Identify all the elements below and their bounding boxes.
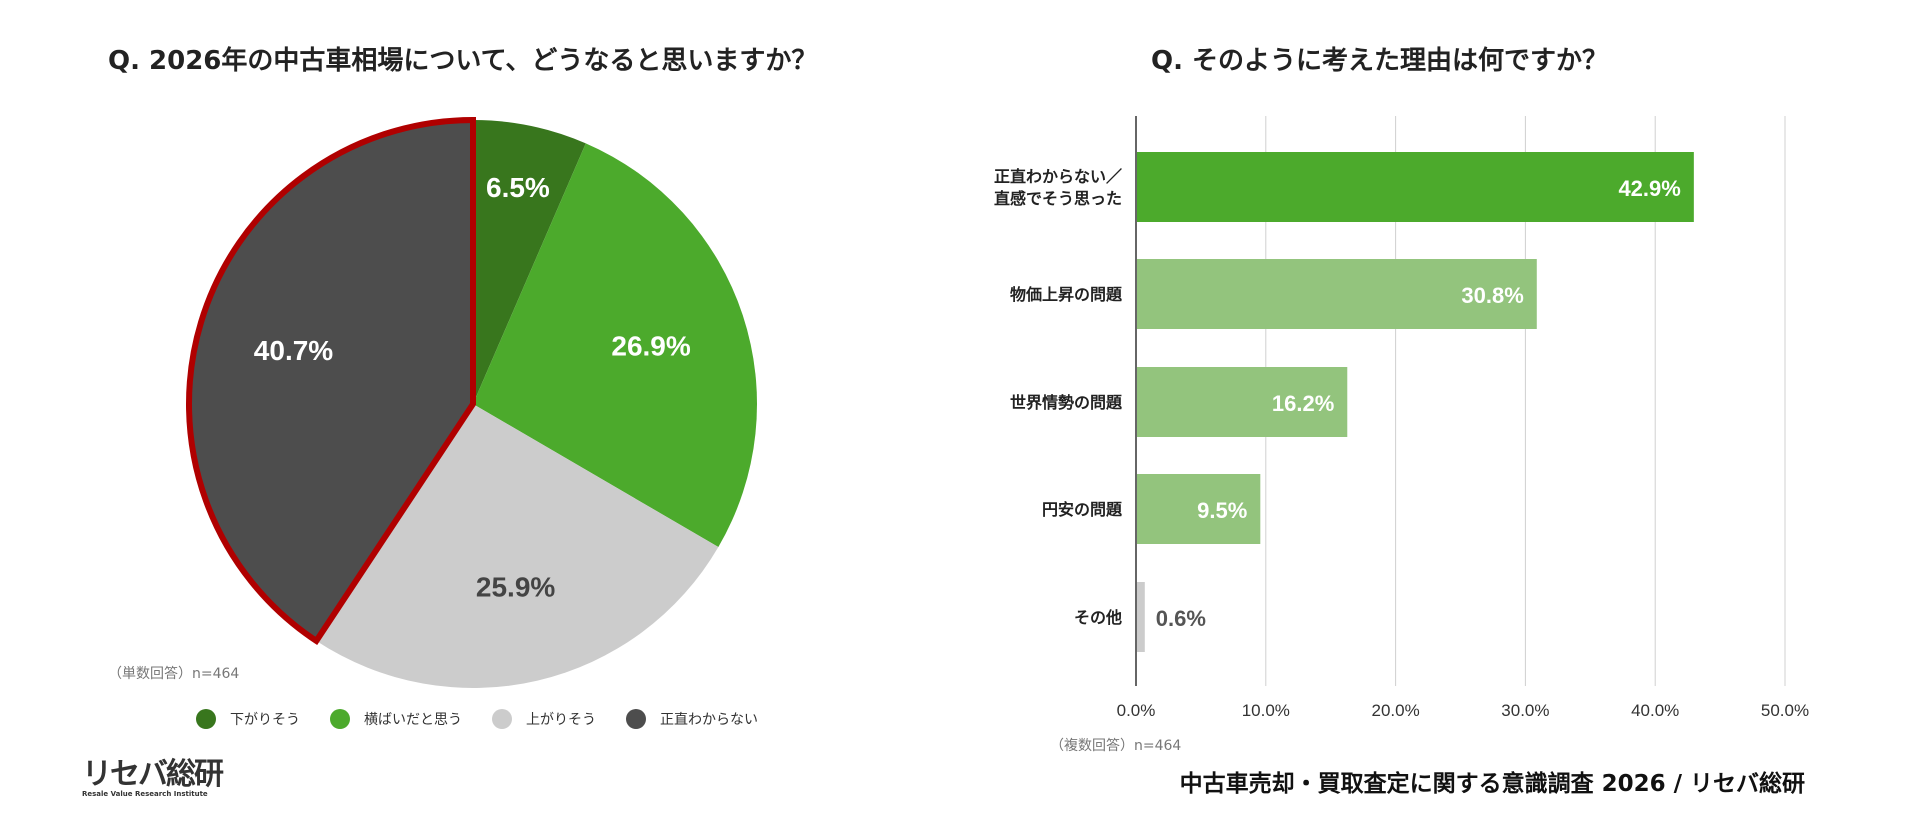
category-label: 円安の問題 [1042, 500, 1123, 519]
pie-chart-title: Q. 2026年の中古車相場について、どうなると思いますか？ [108, 46, 818, 76]
logo: リセバ総研 Resale Value Research Institute [82, 757, 224, 799]
category-label: 正直わからない／ [994, 167, 1122, 186]
legend-swatch [196, 709, 216, 729]
bar-note: （複数回答）n=464 [1050, 738, 1182, 754]
legend-swatch [492, 709, 512, 729]
x-tick-label: 20.0% [1371, 701, 1419, 720]
category-label: 物価上昇の問題 [1010, 285, 1123, 304]
category-label: 世界情勢の問題 [1010, 393, 1123, 412]
bar [1137, 259, 1537, 329]
legend-label: 横ばいだと思う [364, 712, 462, 728]
pie-slice [316, 404, 719, 689]
x-tick-label: 30.0% [1501, 701, 1549, 720]
pie-slice-label: 25.9% [476, 572, 555, 603]
logo-main: リセバ総研 [82, 757, 224, 792]
legend-item: 正直わからない [626, 709, 758, 729]
pie-slice [473, 143, 758, 548]
bar-value-label: 42.9% [1618, 176, 1680, 201]
bar-value-label: 30.8% [1461, 283, 1523, 308]
pie-slice [186, 116, 476, 646]
x-tick-label: 0.0% [1117, 701, 1156, 720]
pie-slice-label: 6.5% [486, 172, 550, 203]
pie-legend: 下がりそう 横ばいだと思う 上がりそう 正直わからない [196, 709, 758, 729]
logo-sub: Resale Value Research Institute [82, 790, 208, 798]
bar [1137, 474, 1261, 544]
x-tick-label: 40.0% [1631, 701, 1679, 720]
bar-value-label: 9.5% [1197, 498, 1247, 523]
bar [1137, 582, 1145, 652]
bar [1137, 152, 1694, 222]
legend-label: 下がりそう [230, 712, 300, 728]
legend-item: 上がりそう [492, 709, 596, 729]
x-tick-label: 50.0% [1761, 701, 1809, 720]
bar [1137, 367, 1348, 437]
legend-swatch [626, 709, 646, 729]
bar-value-label: 16.2% [1272, 391, 1334, 416]
pie-slice-label: 40.7% [254, 335, 333, 366]
legend-item: 下がりそう [196, 709, 300, 729]
x-tick-label: 10.0% [1242, 701, 1290, 720]
legend-label: 正直わからない [660, 712, 758, 728]
legend-swatch [330, 709, 350, 729]
pie-slice-label: 26.9% [611, 331, 690, 362]
footer-credit: 中古車売却・買取査定に関する意識調査 2026 / リセバ総研 [1179, 771, 1805, 797]
legend-label: 上がりそう [526, 712, 596, 728]
pie-note: （単数回答）n=464 [108, 666, 240, 682]
bar-value-label: 0.6% [1156, 606, 1206, 631]
category-label: その他 [1074, 608, 1122, 627]
legend-item: 横ばいだと思う [330, 709, 462, 729]
pie-slice [473, 120, 586, 404]
category-label: 直感でそう思った [994, 189, 1122, 208]
bar-chart-title: Q. そのように考えた理由は何ですか？ [1151, 46, 1609, 76]
